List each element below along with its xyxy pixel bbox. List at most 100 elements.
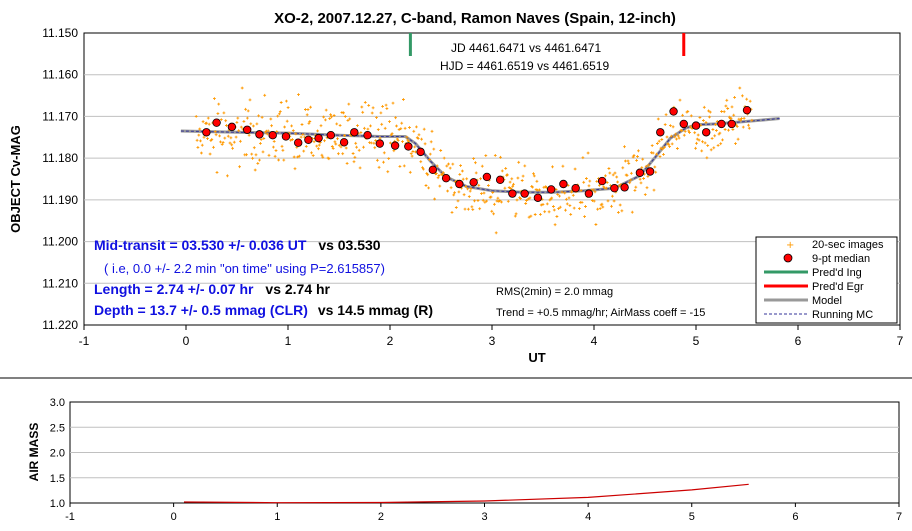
image-point — [484, 154, 488, 157]
image-point — [262, 137, 266, 140]
image-point — [565, 202, 569, 206]
legend-box — [755, 236, 898, 324]
main-y-tick-label: 11.180 — [42, 151, 78, 165]
image-point — [532, 174, 536, 178]
median-point — [227, 122, 237, 132]
image-point — [199, 139, 202, 143]
image-point — [312, 140, 316, 144]
image-point — [617, 211, 620, 214]
image-point — [215, 171, 219, 174]
image-point — [336, 137, 339, 141]
image-point — [469, 187, 473, 191]
image-point — [397, 128, 401, 131]
median-point — [645, 167, 655, 176]
image-point — [646, 174, 650, 178]
image-point — [523, 164, 527, 168]
image-point — [289, 138, 293, 142]
main-x-tick-label: 6 — [795, 334, 802, 348]
image-point — [520, 179, 524, 182]
main-x-tick-label: 1 — [285, 334, 292, 348]
image-point — [637, 149, 640, 153]
image-point — [565, 197, 568, 201]
image-point — [519, 197, 522, 200]
image-point — [317, 143, 321, 147]
image-point — [347, 102, 351, 106]
image-point — [462, 193, 466, 197]
image-point — [207, 122, 211, 126]
image-point — [319, 124, 323, 128]
image-point — [498, 199, 502, 202]
image-point — [701, 140, 704, 144]
image-point — [201, 120, 205, 124]
image-point — [402, 164, 406, 168]
image-point — [378, 136, 382, 140]
legend-label-median: 9-pt median — [812, 253, 870, 265]
image-point — [638, 177, 642, 181]
legend-label-model: Model — [812, 295, 842, 307]
median-point — [255, 130, 264, 139]
image-point — [463, 207, 467, 211]
image-point — [578, 207, 581, 210]
image-point — [200, 143, 204, 147]
image-point — [410, 154, 414, 158]
image-point — [582, 180, 586, 184]
image-point — [383, 126, 387, 130]
image-point — [708, 110, 712, 114]
image-point — [747, 123, 750, 127]
image-point — [492, 212, 495, 216]
image-point — [735, 125, 739, 128]
airmass-x-tick-label: 2 — [378, 511, 384, 523]
image-point — [216, 112, 220, 115]
image-point — [361, 110, 365, 114]
image-point — [738, 86, 742, 90]
image-point — [564, 208, 567, 212]
image-point — [206, 116, 210, 120]
image-point — [611, 173, 615, 177]
image-point — [515, 198, 519, 202]
image-point — [342, 111, 345, 115]
median-point — [742, 105, 752, 115]
image-point — [653, 165, 657, 169]
main-y-tick-label: 11.160 — [42, 68, 78, 82]
image-point — [196, 146, 200, 149]
image-point — [686, 110, 690, 113]
image-point — [473, 199, 476, 203]
image-point — [568, 204, 572, 207]
image-point — [657, 139, 661, 143]
image-point — [329, 113, 332, 117]
image-point — [552, 205, 555, 208]
image-point — [423, 142, 427, 146]
image-point — [539, 203, 543, 207]
airmass-y-tick-label: 2.0 — [50, 448, 65, 460]
image-point — [703, 141, 707, 145]
image-point — [634, 185, 638, 189]
image-point — [489, 195, 493, 199]
image-point — [499, 155, 502, 159]
image-point — [450, 211, 454, 214]
image-point — [285, 99, 288, 103]
image-point — [689, 125, 692, 129]
median-point — [691, 121, 701, 130]
image-point — [363, 101, 367, 104]
airmass-y-tick-label: 1.5 — [50, 473, 65, 485]
image-point — [551, 165, 554, 169]
image-point — [739, 118, 743, 122]
image-point — [483, 200, 487, 204]
image-point — [531, 185, 534, 189]
image-point — [358, 166, 362, 170]
image-point — [302, 149, 306, 153]
image-point — [708, 115, 711, 119]
image-point — [198, 127, 202, 131]
image-point — [608, 171, 612, 175]
image-point — [338, 124, 342, 127]
image-point — [581, 156, 585, 160]
image-point — [651, 151, 655, 155]
image-point — [381, 105, 384, 108]
image-point — [472, 157, 475, 160]
image-point — [213, 130, 217, 133]
image-point — [321, 155, 325, 159]
image-point — [490, 209, 494, 213]
median-point — [294, 138, 303, 147]
trend-text: Trend = +0.5 mmag/hr; AirMass coeff = -1… — [496, 307, 706, 319]
image-point — [721, 138, 724, 142]
